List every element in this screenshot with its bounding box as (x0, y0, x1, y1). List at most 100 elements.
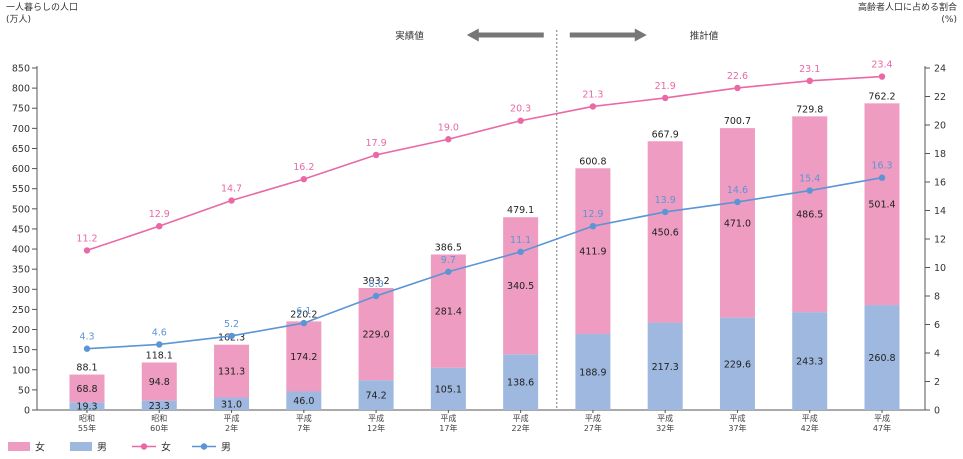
x-tick-label-year: 42年 (801, 423, 819, 433)
female-share-point-label: 20.3 (510, 104, 531, 115)
female-share-point (156, 222, 163, 230)
right-tick-label: 4 (934, 349, 940, 360)
bar-total-label: 600.8 (579, 156, 606, 167)
female-share-point-label: 23.1 (799, 64, 820, 75)
female-share-point (517, 117, 524, 124)
x-tick-label-year: 32年 (656, 423, 674, 433)
right-axis-title-line1: 高齢者人口に占める割合 (858, 1, 957, 13)
male-share-point (156, 341, 163, 348)
female-share-point-label: 23.4 (871, 60, 892, 71)
right-axis-title-line2: (%) (941, 15, 957, 25)
bar-female-label: 229.0 (362, 330, 389, 341)
female-share-point-label: 11.2 (76, 233, 97, 244)
x-tick-label-year: 2年 (225, 423, 238, 433)
male-share-point (517, 248, 524, 256)
x-tick-label-era: 平成 (729, 413, 745, 423)
male-share-point (734, 198, 741, 206)
bar-male (575, 333, 611, 410)
bar-male (214, 397, 250, 410)
x-tick-label-era: 平成 (440, 413, 456, 423)
female-share-point (445, 136, 452, 143)
left-tick-label: 850 (12, 64, 30, 75)
legend-label-line-female: 女 (161, 441, 171, 454)
bar-male-label: 19.3 (76, 402, 97, 413)
x-tick-label-era: 平成 (513, 413, 529, 423)
x-tick-label-era: 平成 (224, 413, 240, 423)
bar-male-label: 46.0 (293, 396, 314, 407)
female-share-point-label: 21.9 (655, 81, 676, 92)
right-tick-label: 12 (934, 235, 946, 246)
left-tick-label: 0 (24, 406, 30, 417)
male-share-point-label: 4.6 (152, 327, 167, 338)
left-tick-label: 700 (12, 124, 30, 135)
female-share-point (589, 103, 597, 110)
bar-male-label: 217.3 (652, 362, 679, 373)
bar-male-label: 138.6 (507, 378, 534, 389)
bar-male-label: 31.0 (221, 399, 242, 410)
bar-male-label: 229.6 (724, 359, 751, 370)
bar-female (647, 141, 683, 323)
male-share-point-label: 13.9 (655, 195, 676, 206)
female-share-line (86, 75, 883, 252)
bar-total-label: 762.2 (868, 91, 895, 102)
female-share-point (83, 247, 91, 254)
bar-female-label: 340.5 (507, 281, 534, 292)
right-tick-label: 6 (934, 320, 940, 331)
actual-arrow-icon (466, 28, 544, 42)
right-tick-label: 18 (934, 149, 946, 160)
bar-total-label: 118.1 (146, 350, 173, 361)
x-tick-label-era: 昭和 (79, 414, 95, 423)
x-tick-label-year: 27年 (584, 423, 602, 433)
male-share-line (86, 176, 883, 350)
left-tick-label: 150 (12, 345, 30, 356)
left-tick-label: 450 (12, 224, 30, 235)
bar-female (719, 128, 755, 318)
x-tick-label-year: 17年 (439, 423, 457, 433)
bar-total-label: 303.2 (362, 276, 389, 287)
left-tick-label: 200 (12, 325, 30, 336)
bar-male (286, 391, 322, 410)
legend-swatch-bar-female (8, 442, 30, 451)
bar-female-label: 94.8 (149, 377, 170, 388)
bar-male (503, 354, 539, 410)
legend-swatch-bar-male (70, 442, 92, 451)
bar-total-label: 729.8 (796, 104, 823, 115)
bar-female-label: 281.4 (435, 307, 462, 318)
male-share-point (661, 208, 669, 216)
bar-female-label: 486.5 (796, 210, 823, 221)
male-share-point (589, 222, 597, 230)
bar-male (719, 317, 755, 410)
female-share-point (372, 151, 380, 159)
bar-male-label: 188.9 (579, 367, 606, 378)
male-share-point-label: 8.0 (369, 279, 384, 290)
bar-total-label: 220.2 (290, 309, 317, 320)
bar-female-label: 501.4 (868, 200, 895, 211)
bar-female-label: 131.3 (218, 367, 245, 378)
left-tick-label: 550 (12, 184, 30, 195)
legend-label-bar-female: 女 (35, 441, 45, 454)
male-share-point (228, 332, 235, 340)
bar-male-label: 23.3 (149, 401, 170, 412)
bar-total-label: 386.5 (435, 242, 462, 253)
x-tick-label-year: 22年 (512, 423, 530, 433)
female-share-point (661, 94, 669, 102)
female-share-point (806, 77, 813, 85)
bar-female (358, 288, 394, 381)
legend-marker-male (200, 443, 208, 450)
female-share-point-label: 16.2 (293, 162, 314, 173)
right-tick-label: 10 (934, 263, 946, 274)
female-share-point (734, 84, 741, 92)
female-share-point-label: 19.0 (438, 122, 459, 133)
left-axis-title-line1: 一人暮らしの人口 (6, 1, 78, 13)
female-share-point (228, 197, 235, 204)
right-tick-label: 8 (934, 292, 940, 303)
male-share-point-label: 5.2 (224, 319, 239, 330)
left-tick-label: 350 (12, 265, 30, 276)
bar-female (864, 103, 900, 306)
bar-male (358, 380, 394, 410)
x-tick-label-year: 60年 (150, 423, 168, 433)
x-tick-label-era: 平成 (296, 413, 312, 423)
x-tick-label-era: 平成 (657, 413, 673, 423)
bar-male (69, 402, 105, 410)
x-tick-label-era: 平成 (368, 413, 384, 423)
